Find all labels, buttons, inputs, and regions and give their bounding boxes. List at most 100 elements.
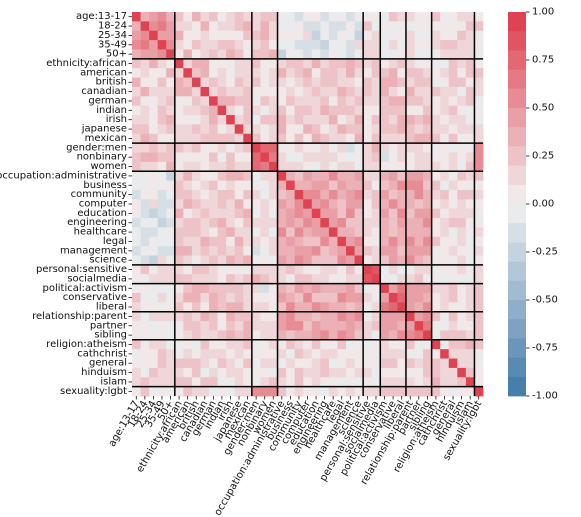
heatmap-cell (380, 86, 390, 97)
heatmap-cell (140, 227, 150, 238)
heatmap-cell (294, 199, 304, 210)
heatmap-cell (183, 86, 193, 97)
heatmap-cell (191, 321, 201, 331)
heatmap-cell (346, 161, 355, 172)
heatmap-cell (234, 292, 244, 303)
heatmap-cell (183, 124, 193, 135)
heatmap-cell (191, 115, 201, 125)
heatmap-cell (234, 377, 244, 388)
heatmap-cell (440, 236, 450, 247)
heatmap-cell (149, 321, 159, 331)
y-tick-label: german (88, 95, 127, 106)
heatmap-cell (277, 124, 287, 135)
heatmap-cell (346, 21, 355, 32)
colorbar-tick-label: -0.25 (532, 247, 558, 258)
heatmap-cell (405, 189, 415, 200)
heatmap-cell (397, 105, 407, 116)
heatmap-cell (328, 386, 338, 397)
group-separators (132, 12, 483, 396)
heatmap-cell (380, 124, 390, 135)
heatmap-cell (294, 255, 304, 266)
heatmap-cell (286, 40, 296, 50)
heatmap-cell (431, 180, 441, 191)
heatmap-cell (423, 12, 433, 22)
heatmap-cell (209, 40, 219, 50)
heatmap-cell (311, 133, 321, 144)
heatmap-cell (388, 77, 398, 88)
heatmap-cell (200, 208, 210, 219)
heatmap-cell (132, 358, 141, 369)
y-tick-label: religion:atheism (46, 339, 127, 350)
heatmap-cell (474, 58, 484, 69)
heatmap-cell (363, 58, 373, 69)
heatmap-cell (191, 58, 201, 69)
heatmap-cell (149, 49, 159, 60)
heatmap-cell (217, 292, 227, 303)
heatmap-cell (346, 96, 355, 107)
heatmap-cell (183, 218, 193, 228)
heatmap-cell (320, 227, 330, 238)
heatmap-cell (371, 124, 381, 135)
heatmap-cell (277, 339, 287, 350)
heatmap-cell (234, 133, 244, 144)
heatmap-cell (354, 12, 364, 22)
heatmap-cell (440, 358, 450, 369)
heatmap-cell (303, 349, 313, 359)
heatmap-cell (380, 274, 390, 285)
heatmap-cell (226, 283, 236, 294)
heatmap-cell (260, 321, 270, 331)
heatmap-cell (166, 199, 176, 210)
heatmap-cell (209, 49, 219, 60)
heatmap-cell (286, 12, 296, 22)
heatmap-cell (337, 12, 347, 22)
heatmap-cell (217, 367, 227, 378)
y-tick-label: 18-24 (98, 21, 127, 32)
heatmap-cell (414, 161, 424, 172)
y-tick-label: computer (79, 199, 128, 210)
heatmap-cell (277, 236, 287, 247)
heatmap-cell (465, 367, 475, 378)
y-tick-label: gender:men (66, 142, 127, 153)
heatmap-cell (363, 124, 373, 135)
heatmap-cell (191, 386, 201, 397)
heatmap-cell (217, 143, 227, 153)
heatmap-cell (209, 246, 219, 256)
heatmap-cell (397, 358, 407, 369)
heatmap-cell (431, 40, 441, 50)
heatmap-cell (440, 124, 450, 135)
heatmap-cell (132, 105, 141, 116)
heatmap-cell (174, 30, 184, 41)
heatmap-cell (243, 96, 253, 107)
colorbar-tick-label: -0.75 (532, 343, 558, 354)
heatmap-cell (311, 246, 321, 256)
heatmap-cell (294, 377, 304, 388)
heatmap-cell (226, 264, 236, 275)
heatmap-cell (328, 349, 338, 359)
heatmap-cell (328, 358, 338, 369)
heatmap-cell (294, 246, 304, 256)
heatmap-cell (303, 227, 313, 238)
heatmap-cell (440, 133, 450, 144)
heatmap-cell (371, 311, 381, 322)
heatmap-cell (448, 218, 458, 228)
heatmap-cell (251, 302, 261, 313)
heatmap-cell (388, 40, 398, 50)
heatmap-cell (234, 124, 244, 135)
heatmap-cell (397, 21, 407, 32)
heatmap-cell (140, 377, 150, 388)
heatmap-cell (371, 30, 381, 41)
heatmap-cell (474, 255, 484, 266)
heatmap-cell (337, 96, 347, 107)
heatmap-cell (363, 96, 373, 107)
heatmap-cell (140, 171, 150, 181)
heatmap-cell (311, 358, 321, 369)
heatmap-cell (414, 199, 424, 210)
heatmap-cell (431, 21, 441, 32)
heatmap-cell (405, 227, 415, 238)
heatmap-cell (457, 302, 467, 313)
heatmap-cell (234, 208, 244, 219)
heatmap-cell (294, 264, 304, 275)
heatmap-cell (448, 321, 458, 331)
colorbar-segment (508, 357, 526, 378)
heatmap-cell (354, 30, 364, 41)
